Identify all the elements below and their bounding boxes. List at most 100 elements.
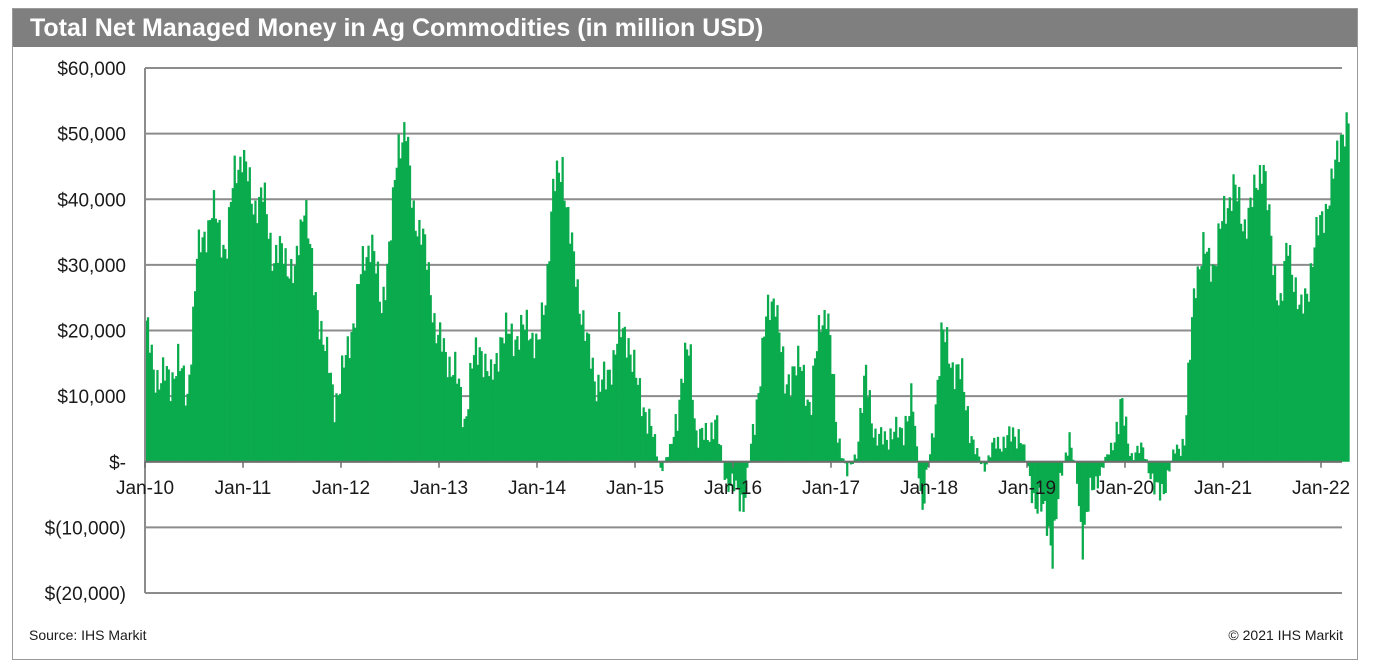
bar <box>216 222 219 462</box>
bar <box>1155 461 1158 483</box>
x-tick-label: Jan-20 <box>1096 478 1154 499</box>
bar <box>1247 207 1250 462</box>
bar <box>727 461 730 492</box>
bar <box>397 134 400 462</box>
bar <box>887 449 890 462</box>
bar <box>800 370 804 462</box>
bar <box>889 428 892 462</box>
bar <box>851 461 855 464</box>
bar <box>1290 274 1294 462</box>
bar <box>1336 140 1339 462</box>
bar <box>695 430 698 462</box>
bar <box>951 362 954 462</box>
bar <box>838 438 841 462</box>
bar <box>1017 429 1020 462</box>
bar <box>880 427 883 462</box>
bar <box>305 200 308 462</box>
bar <box>1111 450 1115 462</box>
bar <box>759 386 762 462</box>
bar <box>749 443 753 462</box>
series-bars <box>145 112 1350 569</box>
bar <box>994 448 998 462</box>
gridlines <box>145 67 1342 594</box>
bar <box>945 327 949 462</box>
bar <box>1189 359 1192 462</box>
bar <box>567 206 570 462</box>
bar <box>154 392 157 462</box>
bar <box>167 369 170 462</box>
x-tick-label: Jan-21 <box>1194 478 1252 499</box>
bar <box>158 389 161 462</box>
bar <box>1006 435 1009 462</box>
bar <box>1077 461 1081 507</box>
bar <box>152 369 155 462</box>
bar <box>1300 294 1303 462</box>
bar <box>1117 434 1120 462</box>
bar <box>516 336 519 462</box>
chart-title-bar: Total Net Managed Money in Ag Commoditie… <box>13 9 1357 47</box>
bar <box>753 434 757 462</box>
bar <box>910 383 913 462</box>
bar <box>357 284 361 462</box>
bar <box>1047 461 1051 527</box>
bar <box>288 278 291 462</box>
bar <box>1123 425 1126 462</box>
bar <box>293 265 297 462</box>
bar <box>682 382 685 462</box>
bar <box>1036 461 1039 514</box>
bar <box>1319 215 1322 462</box>
bar <box>687 355 691 462</box>
bar <box>587 333 591 462</box>
bar <box>171 372 174 462</box>
bar <box>599 391 602 462</box>
bar <box>908 416 911 462</box>
bar <box>442 338 446 462</box>
bar <box>1079 461 1083 522</box>
bar <box>520 314 523 462</box>
bar <box>177 343 180 462</box>
bar <box>348 358 351 462</box>
y-tick-label: $40,000 <box>57 190 126 211</box>
bar <box>169 401 172 462</box>
bar <box>229 201 233 462</box>
bar <box>531 332 534 462</box>
bar <box>1125 416 1128 462</box>
bar <box>1094 461 1098 477</box>
bar <box>569 243 572 462</box>
bar <box>1108 454 1111 462</box>
bar <box>601 379 604 462</box>
bar <box>184 405 187 462</box>
bar <box>210 218 214 462</box>
bar <box>180 368 184 462</box>
bar <box>1304 288 1307 462</box>
bar <box>1121 398 1124 462</box>
bar <box>401 142 404 462</box>
bar <box>900 428 904 462</box>
bar <box>1238 186 1241 462</box>
bar <box>668 444 672 462</box>
bar <box>625 357 628 462</box>
bar <box>934 404 937 462</box>
bar <box>548 261 551 462</box>
bar <box>199 252 202 462</box>
bar <box>1057 461 1060 500</box>
bar <box>1179 455 1182 462</box>
bar <box>369 262 372 462</box>
bar <box>729 461 732 486</box>
bar <box>817 315 821 462</box>
bar <box>572 251 576 462</box>
bar <box>704 422 708 462</box>
bar <box>178 371 182 462</box>
bar <box>955 364 958 462</box>
bar <box>1010 441 1013 462</box>
bar <box>271 270 274 462</box>
bar <box>209 219 212 462</box>
bar <box>612 350 615 462</box>
bar <box>1011 427 1015 462</box>
axes <box>144 68 1342 593</box>
y-tick-label: $(10,000) <box>45 518 126 539</box>
bar <box>1059 461 1062 473</box>
bar <box>1343 146 1346 462</box>
bar <box>457 378 461 462</box>
bar <box>979 461 983 465</box>
